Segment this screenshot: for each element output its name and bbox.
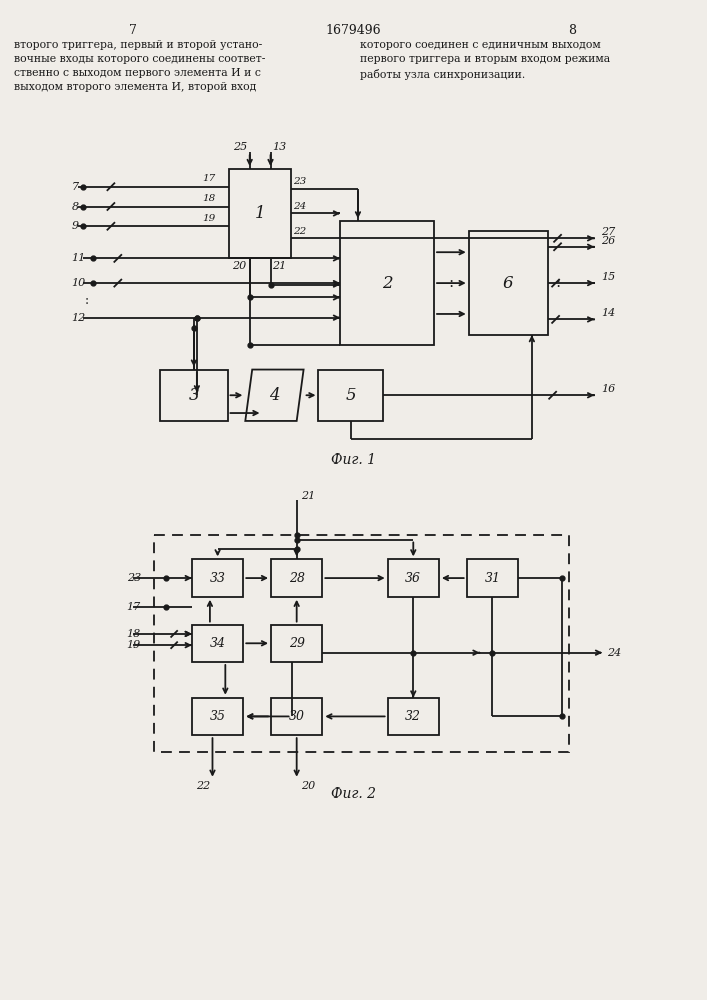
Bar	[271, 559, 322, 597]
Text: 6: 6	[503, 275, 513, 292]
Bar	[387, 559, 439, 597]
Text: 14: 14	[601, 308, 615, 318]
Text: 8: 8	[568, 24, 576, 37]
Text: 8: 8	[71, 202, 78, 212]
Text: 19: 19	[201, 214, 215, 223]
Text: 17: 17	[127, 602, 141, 612]
Text: 17: 17	[201, 174, 215, 183]
Text: 12: 12	[71, 313, 86, 323]
Text: 20: 20	[300, 781, 315, 791]
Text: :: :	[85, 294, 89, 307]
Text: 22: 22	[293, 227, 306, 236]
Text: 25: 25	[233, 142, 247, 152]
Text: 1: 1	[255, 205, 265, 222]
Text: 23: 23	[293, 177, 306, 186]
Text: 24: 24	[293, 202, 306, 211]
Text: 24: 24	[607, 648, 621, 658]
Text: 35: 35	[209, 710, 226, 723]
Bar	[340, 221, 434, 345]
Bar	[271, 698, 322, 735]
Text: 4: 4	[269, 387, 280, 404]
Text: 34: 34	[209, 637, 226, 650]
Text: 36: 36	[405, 572, 421, 585]
Text: Фиг. 2: Фиг. 2	[330, 787, 375, 801]
Text: 23: 23	[127, 573, 141, 583]
Bar	[192, 698, 243, 735]
Text: Фиг. 1: Фиг. 1	[330, 453, 375, 467]
Text: 15: 15	[601, 272, 615, 282]
Text: 18: 18	[201, 194, 215, 203]
Text: 19: 19	[127, 640, 141, 650]
Bar	[230, 169, 291, 258]
Bar	[469, 231, 548, 335]
Bar	[192, 625, 243, 662]
Text: 11: 11	[71, 253, 86, 263]
Text: :: :	[449, 276, 454, 290]
Text: 21: 21	[300, 491, 315, 501]
Bar	[271, 625, 322, 662]
Text: 2: 2	[382, 275, 392, 292]
Text: 29: 29	[288, 637, 305, 650]
Text: 22: 22	[197, 781, 211, 791]
Text: 28: 28	[288, 572, 305, 585]
Text: :: :	[556, 276, 561, 290]
Text: 18: 18	[127, 629, 141, 639]
Bar	[467, 559, 518, 597]
Polygon shape	[245, 370, 303, 421]
Text: которого соединен с единичным выходом
первого триггера и вторым входом режима
ра: которого соединен с единичным выходом пе…	[360, 40, 610, 80]
Text: 30: 30	[288, 710, 305, 723]
Bar	[318, 370, 382, 421]
Text: второго триггера, первый и второй устано-
вочные входы которого соединены соотве: второго триггера, первый и второй устано…	[14, 40, 265, 92]
Text: 21: 21	[272, 261, 287, 271]
Bar	[387, 698, 439, 735]
Text: 7: 7	[71, 182, 78, 192]
Text: 5: 5	[345, 387, 356, 404]
Text: 20: 20	[232, 261, 246, 271]
Text: 3: 3	[189, 387, 199, 404]
Bar	[192, 559, 243, 597]
Text: 26: 26	[601, 236, 615, 246]
Text: 32: 32	[405, 710, 421, 723]
Bar	[160, 370, 228, 421]
Text: 16: 16	[601, 384, 615, 394]
Text: 1679496: 1679496	[325, 24, 381, 37]
Text: 31: 31	[484, 572, 501, 585]
Text: 13: 13	[272, 142, 287, 152]
Text: 27: 27	[601, 227, 615, 237]
Text: 9: 9	[71, 221, 78, 231]
Bar	[154, 535, 569, 752]
Text: 33: 33	[209, 572, 226, 585]
Text: 10: 10	[71, 278, 86, 288]
Text: 7: 7	[129, 24, 136, 37]
